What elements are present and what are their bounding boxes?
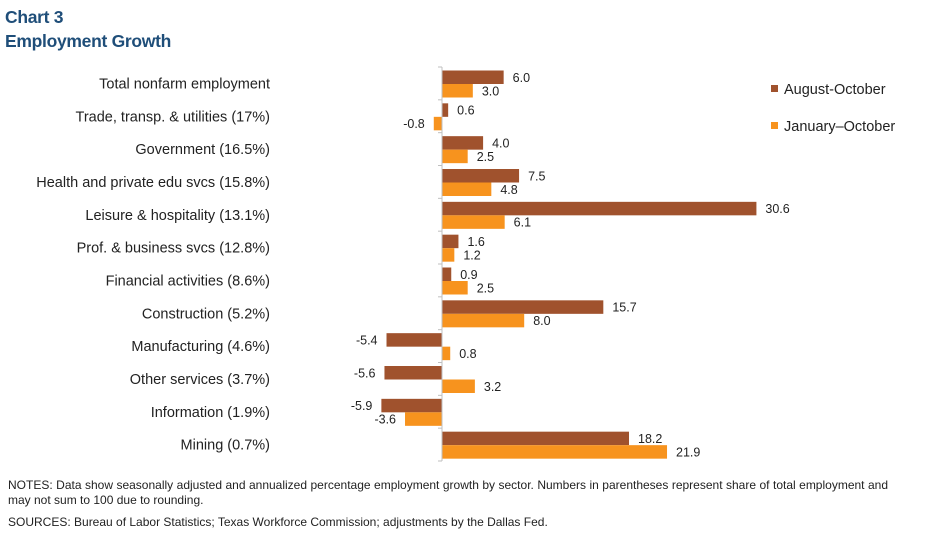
bar-jan-oct (433, 116, 442, 131)
data-label: 8.0 (533, 314, 550, 328)
bar-jan-oct (442, 84, 473, 98)
data-label: 6.1 (514, 216, 531, 230)
bar-jan-oct (442, 445, 668, 459)
data-label: 0.8 (459, 347, 476, 361)
data-label: 0.6 (457, 104, 474, 118)
data-label: -5.6 (354, 366, 376, 380)
legend-swatch (771, 85, 778, 92)
data-label: 4.0 (492, 136, 509, 150)
data-label: -5.9 (351, 399, 373, 413)
data-label: 15.7 (612, 301, 636, 315)
bar-aug-oct (442, 201, 757, 216)
bar-jan-oct (442, 182, 492, 196)
category-label: Trade, transp. & utilities (17%) (76, 109, 270, 125)
category-label: Financial activities (8.6%) (106, 273, 270, 289)
chart-header: Chart 3 Employment Growth (5, 5, 171, 53)
bar-jan-oct (442, 346, 451, 361)
data-label: 4.8 (500, 183, 517, 197)
bar-aug-oct (442, 103, 449, 117)
legend-label: August-October (784, 82, 886, 98)
bar-aug-oct (442, 70, 504, 84)
bar-jan-oct (442, 149, 468, 164)
category-label: Government (16.5%) (135, 142, 270, 158)
data-label: 18.2 (638, 432, 662, 446)
data-label: 6.0 (513, 71, 530, 85)
data-label: 0.9 (460, 268, 477, 282)
data-label: 3.0 (482, 84, 499, 98)
bar-jan-oct (442, 281, 468, 295)
chart-sources: SOURCES: Bureau of Labor Statistics; Tex… (8, 515, 548, 529)
category-label: Construction (5.2%) (142, 306, 270, 322)
chart-notes: NOTES: Data show seasonally adjusted and… (8, 478, 888, 507)
data-label: -5.4 (356, 333, 378, 347)
bar-aug-oct (442, 267, 452, 281)
data-label: 2.5 (477, 150, 494, 164)
category-label: Information (1.9%) (151, 405, 270, 421)
category-label: Other services (3.7%) (130, 372, 270, 388)
data-label: -0.8 (403, 117, 425, 131)
chart-number: Chart 3 (5, 7, 64, 27)
category-label: Leisure & hospitality (13.1%) (85, 208, 270, 224)
category-label: Manufacturing (4.6%) (131, 339, 270, 355)
bar-aug-oct (442, 300, 604, 314)
data-label: 7.5 (528, 169, 545, 183)
data-label: 1.6 (467, 235, 484, 249)
category-label: Health and private edu svcs (15.8%) (36, 175, 270, 191)
legend-swatch (771, 122, 778, 129)
bar-aug-oct (442, 234, 459, 249)
data-label: 2.5 (477, 281, 494, 295)
category-label: Mining (0.7%) (181, 438, 270, 454)
bar-jan-oct (442, 313, 525, 328)
data-label: 30.6 (765, 202, 789, 216)
bar-aug-oct (442, 136, 484, 150)
bar-aug-oct (386, 333, 442, 347)
bar-jan-oct (442, 215, 505, 229)
chart-title: Employment Growth (5, 31, 172, 51)
data-label: 1.2 (463, 248, 480, 262)
bar-aug-oct (442, 169, 520, 183)
category-label: Prof. & business svcs (12.8%) (77, 241, 270, 257)
bar-jan-oct (442, 379, 475, 393)
data-label: -3.6 (374, 413, 396, 427)
bar-jan-oct (405, 412, 442, 426)
legend-label: January–October (784, 119, 895, 135)
data-label: 3.2 (484, 380, 501, 394)
bar-aug-oct (384, 366, 442, 380)
data-label: 21.9 (676, 445, 700, 459)
bar-jan-oct (442, 248, 455, 262)
bar-aug-oct (381, 398, 442, 413)
category-label: Total nonfarm employment (99, 76, 270, 92)
bar-aug-oct (442, 431, 630, 446)
